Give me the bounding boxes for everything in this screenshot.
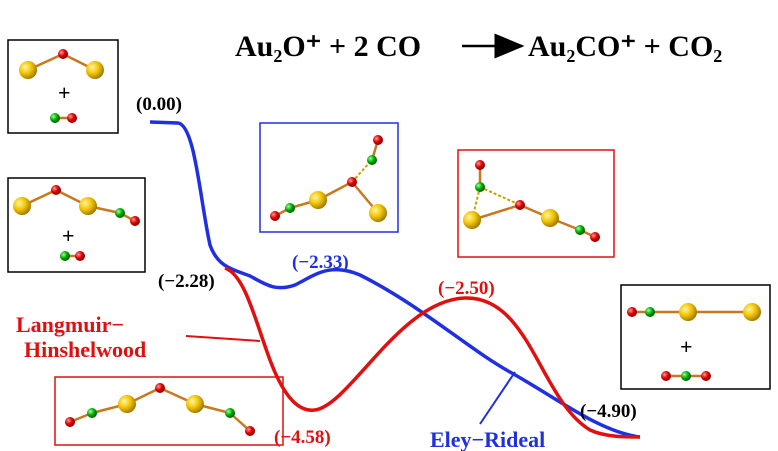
equation-products: Au₂CO⁺ + CO₂ xyxy=(528,30,722,63)
structure-box xyxy=(458,150,614,257)
energy-label: (−2.33) xyxy=(292,252,349,273)
structure-box xyxy=(55,377,283,445)
energy-label: (−4.90) xyxy=(580,401,637,422)
mechanism-label: Eley−Rideal xyxy=(430,427,545,451)
equation-reactants: Au₂O⁺ + 2 CO xyxy=(235,30,421,63)
energy-diagram: Au₂O⁺ + 2 CO Au₂CO⁺ + CO₂ (0.00) (−2.28)… xyxy=(0,0,778,451)
plus: + xyxy=(680,334,693,359)
mechanism-label: Hinshelwood xyxy=(24,337,146,362)
structure-box xyxy=(260,123,398,232)
leader-line xyxy=(480,372,515,424)
structure-box: + xyxy=(621,285,770,389)
leader-line xyxy=(186,336,260,341)
energy-label: (−2.28) xyxy=(158,271,215,292)
eley-rideal-curve xyxy=(150,122,640,437)
structure-box: + xyxy=(8,178,145,272)
page: {"equation": {"reactants": "Au₂O⁺ + 2 CO… xyxy=(0,0,778,451)
plus: + xyxy=(58,80,71,105)
mechanism-label: Langmuir− xyxy=(16,312,124,337)
energy-label: (−2.50) xyxy=(438,278,495,299)
structure-box: + xyxy=(8,40,118,133)
plus: + xyxy=(62,223,75,248)
energy-label: (0.00) xyxy=(136,94,182,115)
